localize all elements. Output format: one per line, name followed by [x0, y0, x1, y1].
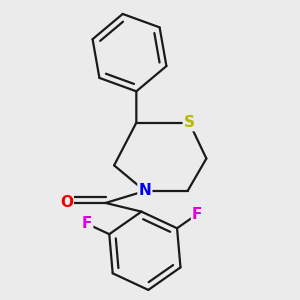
Text: N: N: [139, 184, 151, 199]
Text: F: F: [82, 216, 92, 231]
Text: S: S: [184, 115, 195, 130]
Text: F: F: [192, 207, 202, 222]
Text: O: O: [60, 196, 73, 211]
